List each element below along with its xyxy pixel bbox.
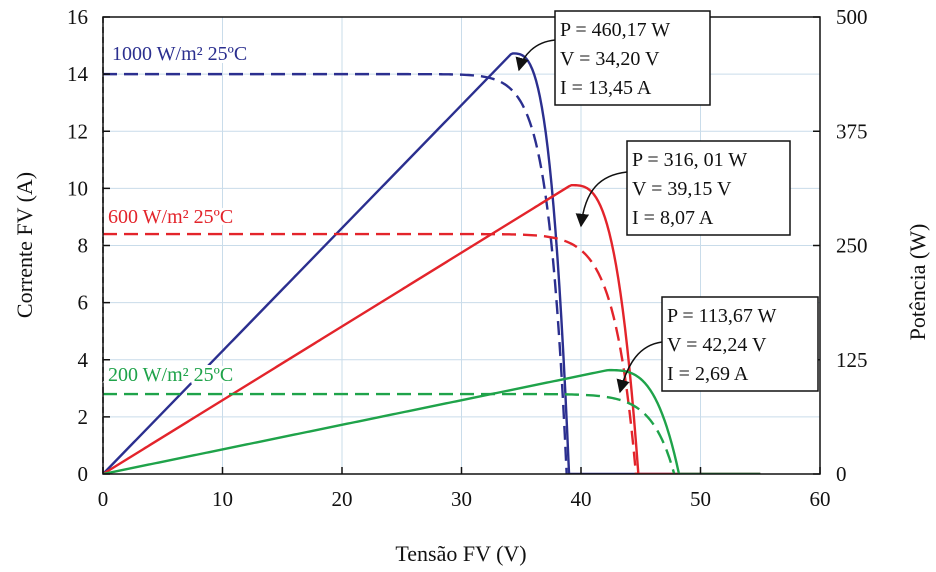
annotation-line: I = 2,69 A: [667, 363, 749, 385]
annotation-box-1: [626, 140, 791, 236]
iv-curve-2: [103, 392, 676, 474]
y-tick-label-left: 14: [67, 62, 89, 86]
annotation-line: P = 316, 01 W: [632, 149, 747, 171]
curve-label-layer: 1000 W/m² 25ºC 600 W/m² 25ºC 200 W/m² 25ºC: [105, 40, 250, 389]
power-curve-1: [103, 183, 761, 474]
x-axis-title: Tensão FV (V): [395, 541, 526, 566]
iv-curve-1: [103, 232, 638, 474]
y-axis-title-left: Corrente FV (A): [12, 172, 37, 318]
annotation-layer: P = 460,17 W V = 34,20 V I = 13,45 A P = 31…: [515, 10, 819, 394]
x-tick-label: 10: [212, 487, 233, 511]
y-tick-label-left: 0: [78, 462, 89, 486]
y-tick-label-right: 375: [836, 119, 868, 143]
curves-layer: [103, 52, 761, 474]
curve-label-2: 200 W/m² 25ºC: [108, 364, 233, 386]
x-tick-label: 30: [451, 487, 472, 511]
annotation-box-0: [554, 10, 711, 106]
y-axis-title-right: Potência (W): [905, 224, 930, 341]
annotation-line: I = 13,45 A: [560, 77, 652, 99]
x-tick-label: 20: [332, 487, 353, 511]
y-tick-label-right: 125: [836, 348, 868, 372]
annotation-arrow-2: [616, 341, 663, 394]
annotation-arrow-0: [515, 39, 556, 72]
grid-lines: [102, 16, 821, 475]
x-tick-label: 60: [810, 487, 831, 511]
y-tick-label-left: 12: [67, 119, 88, 143]
iv-curve-0: [103, 72, 568, 474]
y-tick-label-right: 500: [836, 5, 868, 29]
y-tick-label-right: 0: [836, 462, 847, 486]
annotation-line: P = 113,67 W: [667, 305, 777, 327]
curve-label-1: 600 W/m² 25ºC: [108, 206, 233, 228]
y-tick-label-left: 4: [78, 348, 89, 372]
annotation-line: I = 8,07 A: [632, 207, 714, 229]
y-tick-label-right: 250: [836, 234, 868, 258]
y-tick-label-left: 8: [78, 234, 89, 258]
x-tick-label: 50: [690, 487, 711, 511]
power-curve-2: [103, 368, 761, 474]
y-tick-label-left: 16: [67, 5, 88, 29]
annotation-arrow-1: [575, 171, 628, 228]
y-tick-label-left: 2: [78, 405, 89, 429]
x-tick-label: 40: [571, 487, 592, 511]
annotation-line: V = 42,24 V: [667, 334, 767, 356]
x-tick-label: 0: [98, 487, 109, 511]
annotation-line: P = 460,17 W: [560, 19, 670, 41]
annotation-line: V = 39,15 V: [632, 178, 732, 200]
annotation-line: V = 34,20 V: [560, 48, 660, 70]
curve-label-0: 1000 W/m² 25ºC: [112, 43, 247, 65]
y-tick-label-left: 10: [67, 176, 88, 200]
y-tick-label-left: 6: [78, 291, 89, 315]
annotation-box-2: [661, 296, 819, 392]
